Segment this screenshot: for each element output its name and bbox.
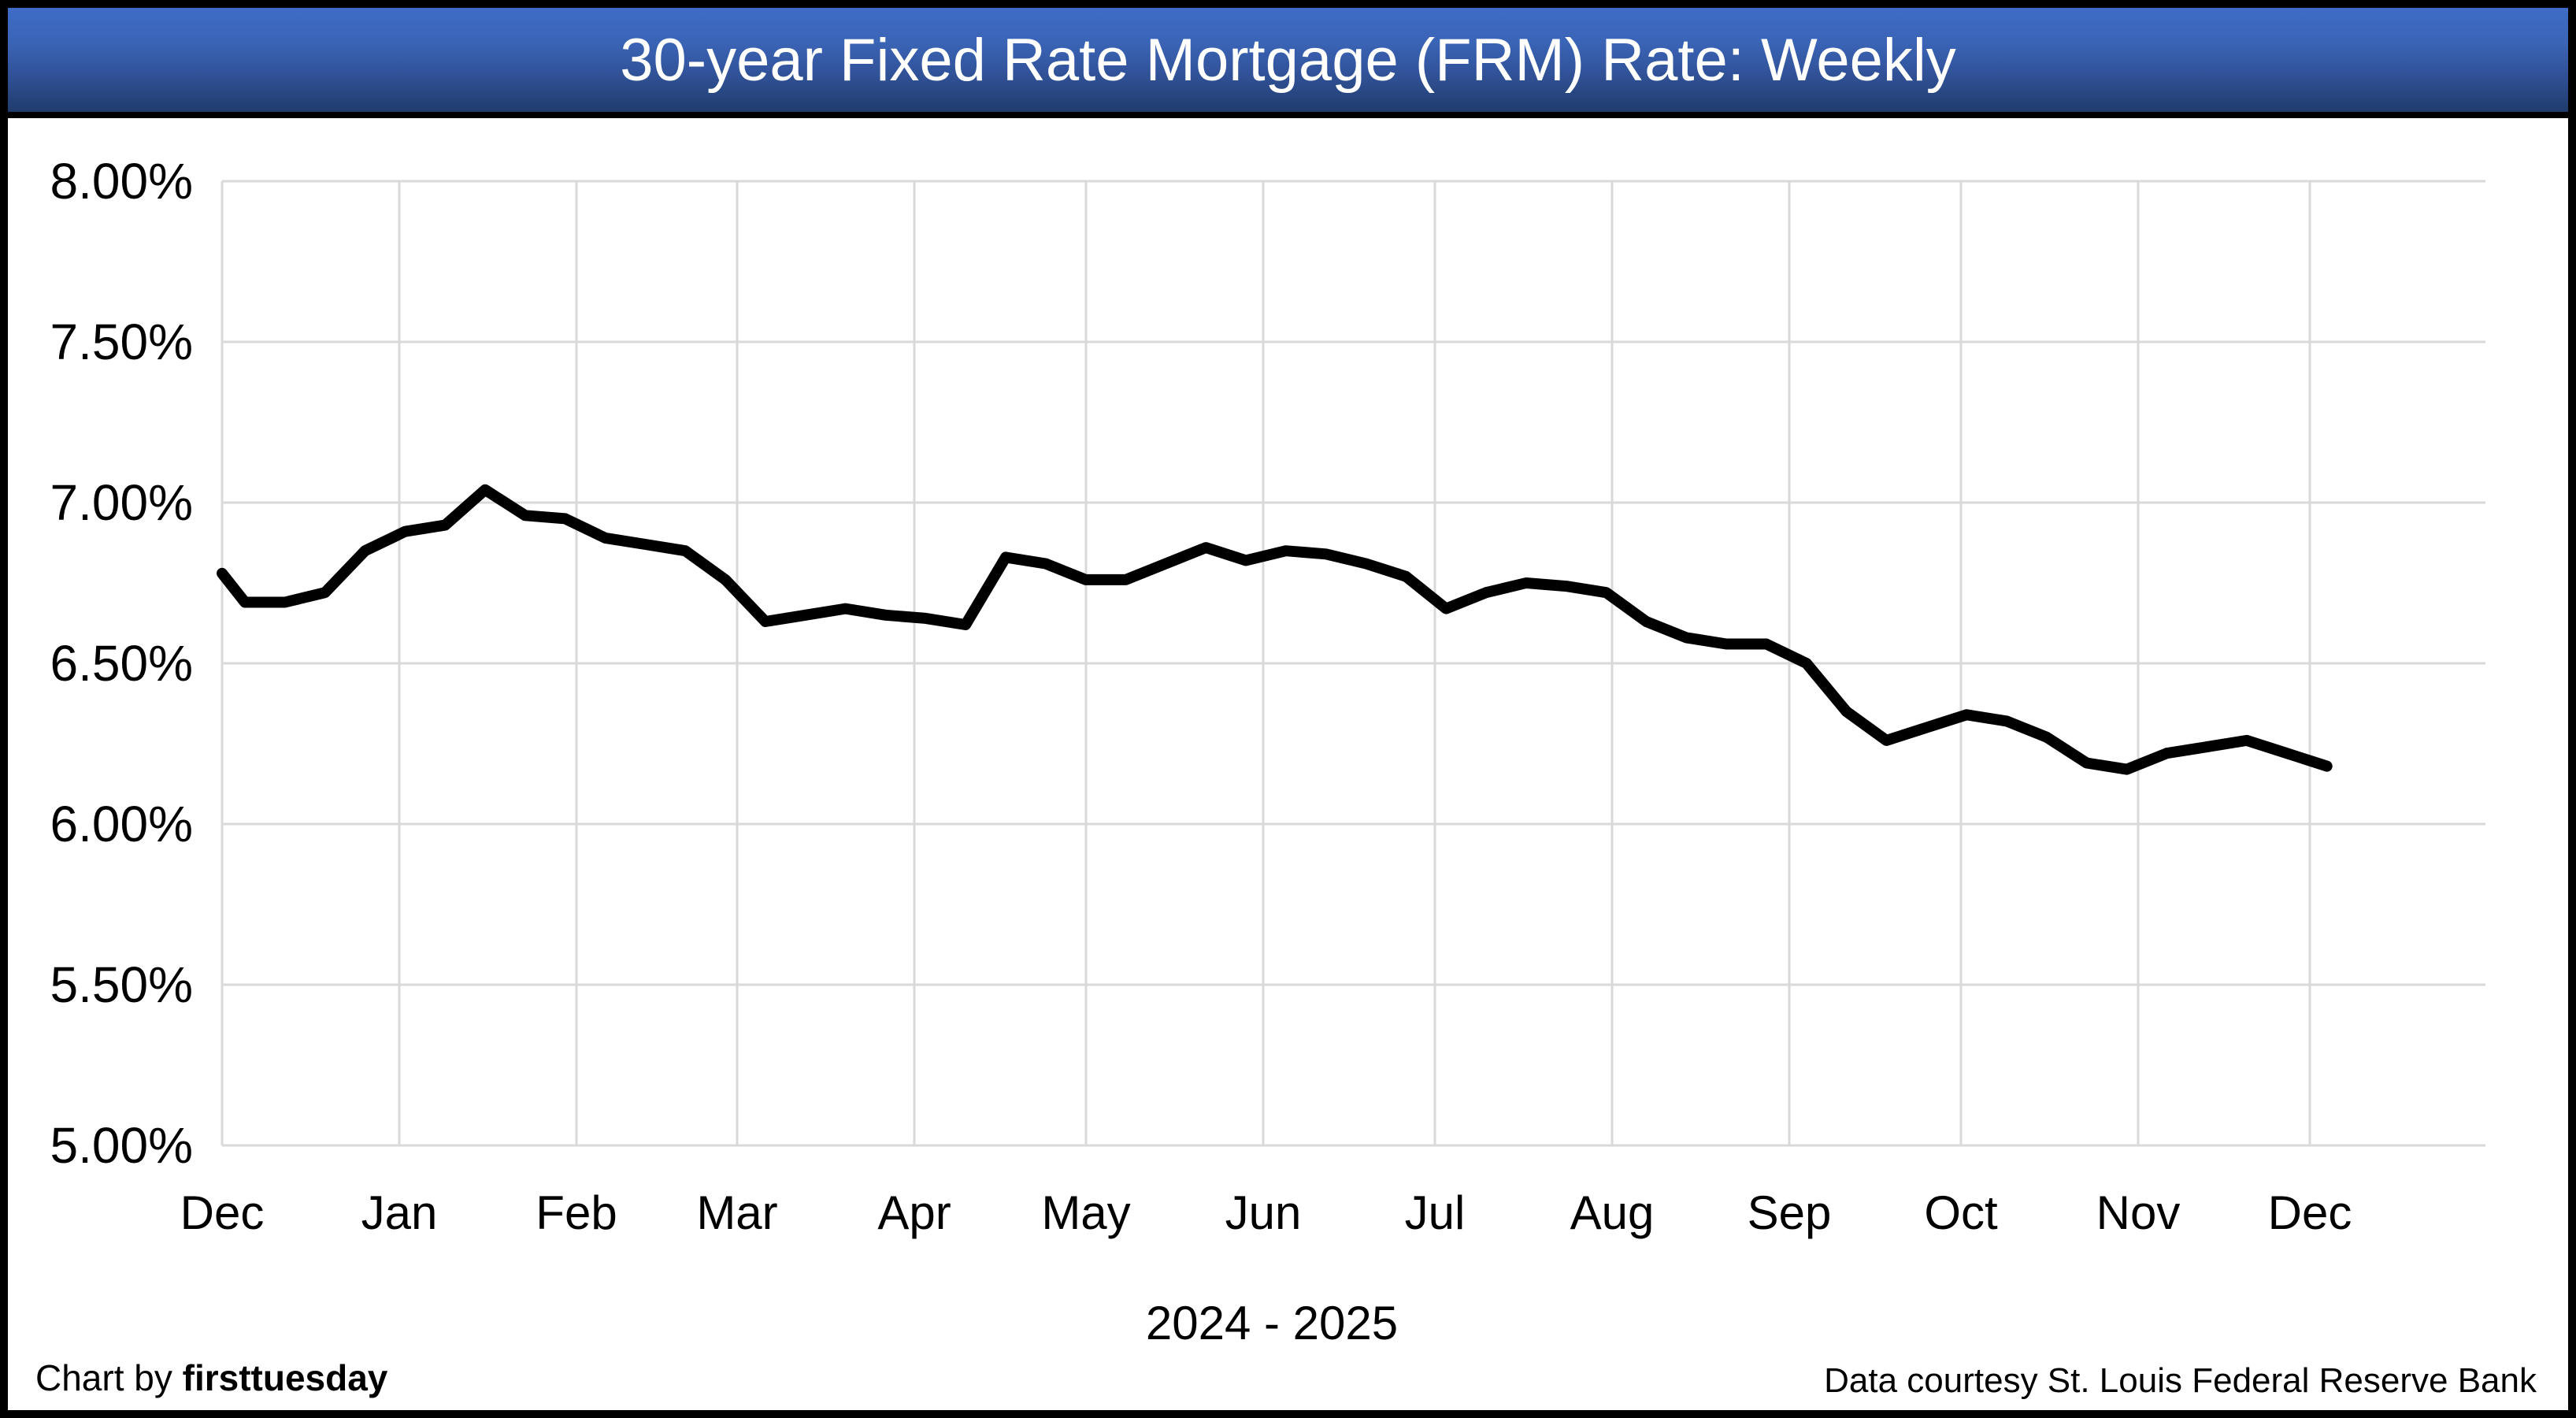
y-axis-tick-label: 7.50% [50,314,193,370]
x-axis-tick-label: Apr [877,1186,951,1239]
chart-title-banner: 30-year Fixed Rate Mortgage (FRM) Rate: … [8,8,2568,118]
y-axis-tick-label: 5.50% [50,956,193,1013]
x-axis-tick-label: Dec [2267,1186,2352,1239]
chart-title: 30-year Fixed Rate Mortgage (FRM) Rate: … [620,26,1956,94]
x-axis-tick-label: Jul [1404,1186,1466,1239]
y-axis-tick-label: 7.00% [50,474,193,531]
y-axis-tick-label: 8.00% [50,153,193,210]
y-axis-tick-label: 6.50% [50,635,193,692]
y-axis-tick-label: 5.00% [50,1117,193,1174]
credit-left: Chart by firsttuesday [35,1357,387,1399]
x-axis-tick-label: May [1041,1186,1131,1239]
gridlines [221,180,2485,1147]
x-axis-tick-label: Nov [2096,1186,2181,1239]
credit-right: Data courtesy St. Louis Federal Reserve … [1824,1361,2537,1400]
x-axis-tick-label: Feb [536,1186,617,1239]
credit-prefix: Chart by [35,1357,183,1398]
x-axis-title: 2024 - 2025 [1145,1297,1399,1349]
x-axis-tick-label: Oct [1924,1186,1998,1239]
x-axis-tick-label: Dec [180,1186,265,1239]
credit-brand: firsttuesday [182,1357,388,1398]
x-axis-tick-label: Aug [1570,1186,1655,1239]
x-axis-tick-label: Jan [361,1186,438,1239]
rate-line-series [217,484,2333,775]
y-axis-tick-label: 6.00% [50,796,193,852]
x-axis-tick-label: Mar [696,1186,778,1239]
x-axis-tick-label: Jun [1225,1186,1302,1239]
x-axis-tick-label: Sep [1747,1186,1832,1239]
